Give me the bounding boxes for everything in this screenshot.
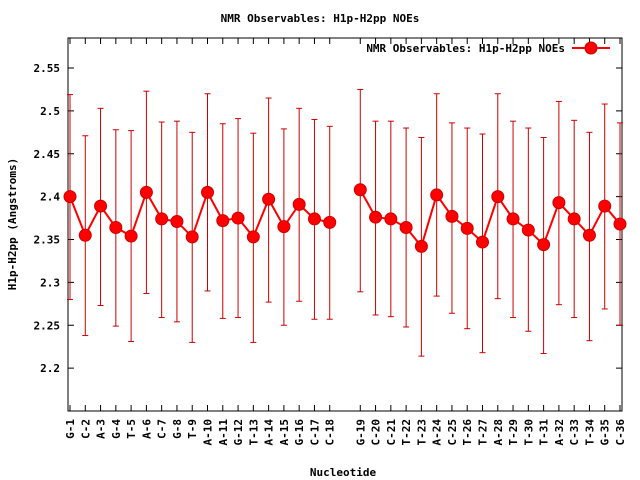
data-point — [567, 212, 581, 226]
legend-marker — [584, 41, 598, 55]
data-point — [582, 228, 596, 242]
x-tick-label: C-21 — [385, 419, 398, 446]
data-point — [94, 199, 108, 213]
x-tick-label: T-29 — [507, 419, 520, 446]
x-tick-label: T-13 — [247, 419, 260, 446]
data-point — [109, 221, 123, 235]
x-tick-label: T-5 — [125, 419, 138, 439]
x-tick-label: T-34 — [583, 419, 596, 446]
y-tick-label: 2.45 — [34, 148, 61, 161]
x-tick-label: G-4 — [110, 419, 123, 439]
x-tick-label: G-8 — [171, 419, 184, 439]
chart-title: NMR Observables: H1p-H2pp NOEs — [221, 12, 420, 25]
data-point — [124, 229, 138, 243]
data-point — [598, 199, 612, 213]
data-point — [201, 185, 214, 199]
data-point — [323, 215, 337, 229]
data-point — [521, 223, 535, 237]
x-tick-label: G-35 — [599, 419, 612, 446]
x-tick-label: T-23 — [415, 419, 428, 446]
data-point — [63, 190, 77, 204]
x-tick-label: G-1 — [64, 419, 77, 439]
data-point — [384, 212, 398, 226]
x-tick-label: C-2 — [79, 419, 92, 439]
data-point — [430, 188, 444, 202]
series-line — [69, 189, 330, 239]
x-tick-label: T-22 — [400, 419, 413, 446]
data-point — [552, 196, 566, 210]
x-axis-label: Nucleotide — [310, 466, 377, 479]
data-point — [506, 212, 520, 226]
x-axis: G-1 C-2 A-3 G-4 T-5 A-6 C-7 G-8 T-9 A-10 A-11 G-12 T… — [64, 38, 627, 446]
data-point — [414, 239, 428, 253]
x-tick-label: A-14 — [263, 419, 276, 446]
data-point — [491, 190, 505, 204]
data-point — [139, 185, 153, 199]
x-tick-label: G-19 — [354, 419, 367, 446]
legend-label: NMR Observables: H1p-H2pp NOEs — [366, 42, 565, 55]
x-tick-label: C-36 — [614, 419, 627, 446]
y-tick-label: 2.5 — [40, 105, 60, 118]
x-tick-label: C-20 — [370, 419, 383, 446]
x-tick-label: G-16 — [293, 419, 306, 446]
x-tick-label: A-24 — [431, 419, 444, 446]
y-tick-label: 2.3 — [40, 276, 60, 289]
x-tick-label: A-10 — [202, 419, 215, 446]
y-axis: 2.2 2.25 2.3 2.35 2.4 2.45 2.5 2.55 — [34, 62, 622, 375]
data-point — [185, 230, 199, 244]
data-point — [353, 183, 367, 197]
data-point — [155, 212, 169, 226]
data-point — [246, 230, 260, 244]
x-tick-label: T-26 — [461, 419, 474, 446]
data-points — [63, 183, 627, 253]
y-tick-label: 2.4 — [40, 191, 60, 204]
x-tick-label: C-25 — [446, 419, 459, 446]
x-tick-label: C-18 — [324, 419, 337, 446]
x-tick-label: T-30 — [522, 419, 535, 446]
series-line — [359, 189, 621, 249]
x-tick-label: C-7 — [156, 419, 169, 439]
data-point — [292, 197, 306, 211]
x-tick-label: A-6 — [140, 419, 153, 439]
data-point — [537, 238, 551, 252]
plot-frame — [67, 37, 623, 412]
x-tick-label: A-28 — [492, 419, 505, 446]
x-tick-label: A-15 — [278, 419, 291, 446]
data-point — [277, 220, 291, 234]
data-point — [460, 221, 474, 235]
y-tick-label: 2.35 — [34, 234, 61, 247]
x-tick-label: A-3 — [95, 419, 108, 439]
data-point — [262, 192, 276, 206]
x-tick-label: G-12 — [232, 419, 245, 446]
y-tick-label: 2.2 — [40, 362, 60, 375]
data-point — [369, 210, 383, 224]
data-point — [307, 212, 321, 226]
legend: NMR Observables: H1p-H2pp NOEs — [366, 41, 610, 55]
y-axis-label: H1p-H2pp (Angstroms) — [6, 158, 19, 290]
data-point — [445, 209, 459, 223]
x-tick-label: T-31 — [538, 419, 551, 446]
x-tick-label: T-9 — [186, 419, 199, 439]
data-point — [613, 217, 627, 231]
data-point — [476, 235, 489, 249]
y-tick-label: 2.25 — [34, 319, 61, 332]
data-point — [170, 214, 184, 228]
error-bars — [67, 88, 623, 357]
data-point — [216, 214, 230, 228]
x-tick-label: A-32 — [553, 419, 566, 446]
x-tick-label: C-17 — [308, 419, 321, 446]
data-point — [399, 221, 413, 235]
x-tick-label: C-33 — [568, 419, 581, 446]
y-tick-label: 2.55 — [34, 62, 61, 75]
data-point — [231, 211, 245, 225]
x-tick-label: T-27 — [477, 419, 490, 446]
data-point — [78, 228, 92, 242]
series-lines — [69, 189, 621, 249]
x-tick-label: A-11 — [217, 419, 230, 446]
